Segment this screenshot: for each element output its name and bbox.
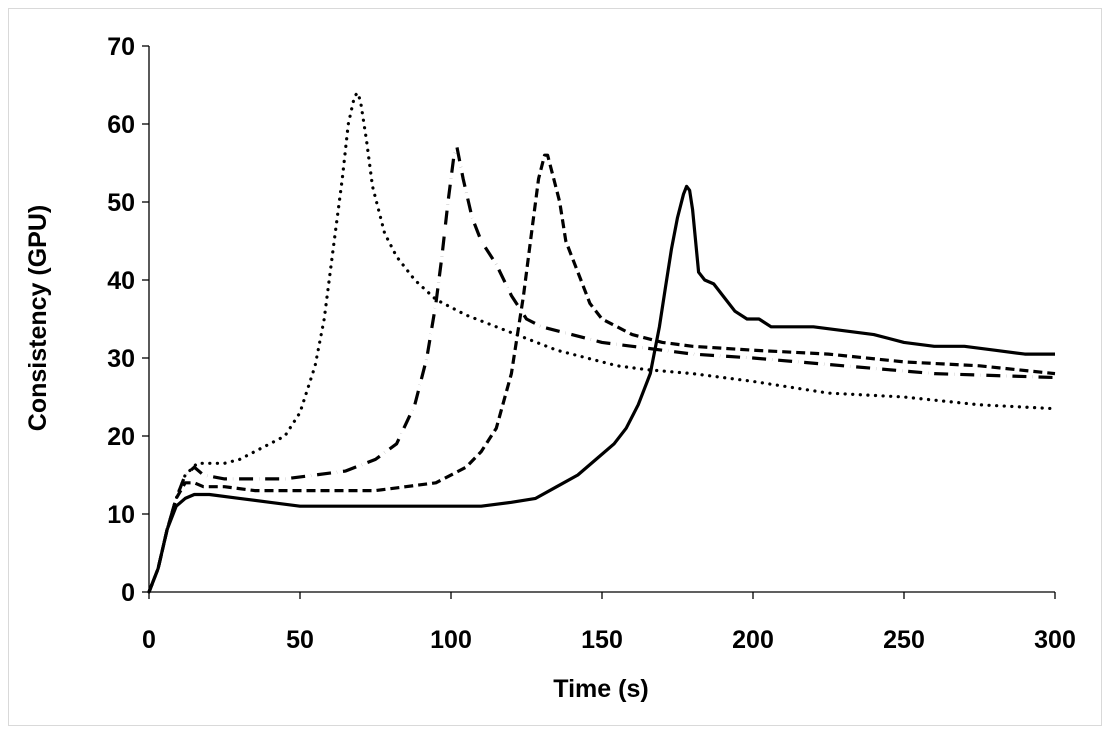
x-tick-label: 50: [286, 626, 314, 654]
y-tick-label: 70: [107, 33, 135, 61]
x-tick-label: 200: [732, 626, 774, 654]
x-tick-label: 150: [581, 626, 623, 654]
x-tick-label: 100: [430, 626, 472, 654]
y-tick-label: 10: [107, 501, 135, 529]
x-axis-title: Time (s): [553, 675, 648, 703]
x-tick-label: 0: [142, 626, 156, 654]
y-tick-label: 50: [107, 189, 135, 217]
series-group: [147, 91, 1057, 594]
y-tick-label: 40: [107, 267, 135, 295]
y-tick-label: 20: [107, 423, 135, 451]
tick-labels: 0 10 20 30 40 50 60 70 0 50 100 150 200 250 300: [107, 33, 1076, 654]
y-tick-label: 0: [121, 579, 135, 607]
x-tick-label: 300: [1034, 626, 1076, 654]
series-line-dash-dot: [147, 145, 1056, 593]
y-tick-label: 30: [107, 345, 135, 373]
y-tick-label: 60: [107, 111, 135, 139]
y-axis-title: Consistency (GPU): [24, 205, 52, 431]
series-line-dotted: [147, 91, 1057, 594]
chart-frame: [8, 8, 1102, 726]
series-line-dashed: [147, 153, 1056, 593]
axes: [142, 45, 1056, 599]
x-tick-label: 250: [883, 626, 925, 654]
series-line-solid: [147, 184, 1055, 593]
